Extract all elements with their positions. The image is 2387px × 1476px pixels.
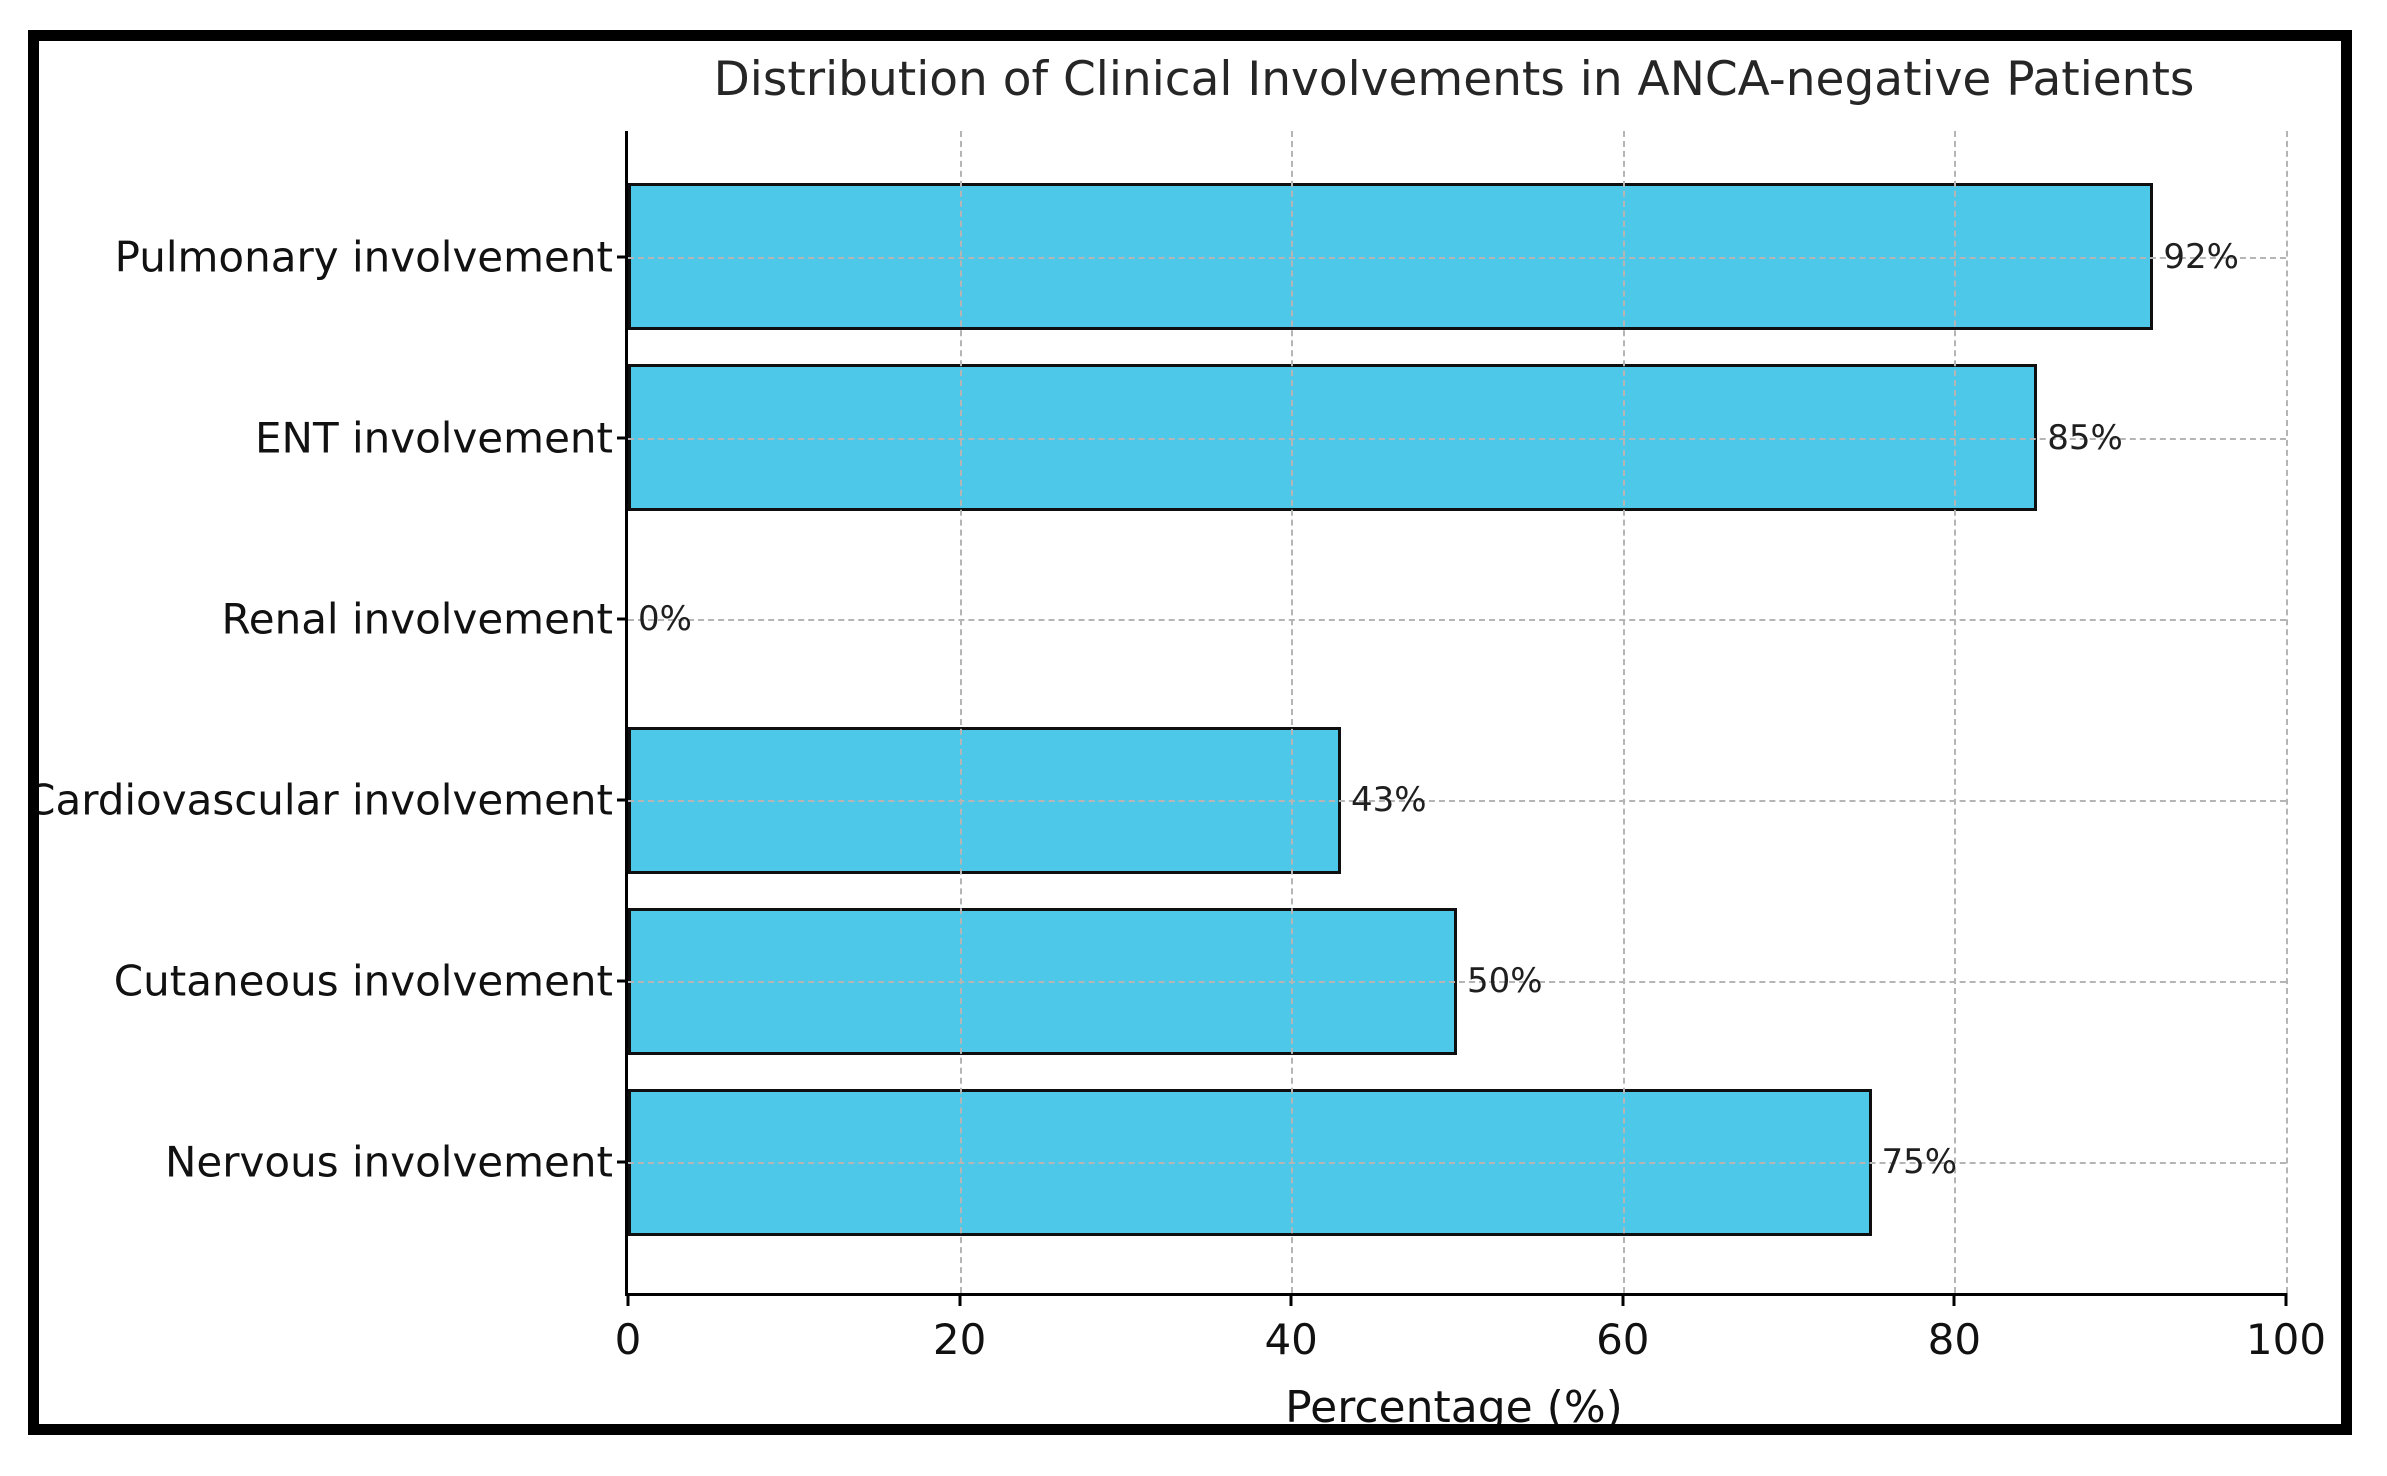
plot-area: 92% Pulmonary involvement 85% ENT involveme…	[26, 131, 2326, 1364]
y-tick-mark	[617, 798, 628, 802]
x-tick-mark-80	[1952, 1293, 1956, 1306]
category-label-ent-involvement: ENT involvement	[254, 413, 613, 463]
x-tick-mark-0	[626, 1293, 630, 1306]
category-label-cutaneous-involvement: Cutaneous involvement	[113, 956, 613, 1006]
y-tick-mark	[617, 1160, 628, 1164]
value-label-nervous-involvement: 75%	[1881, 1142, 1958, 1183]
bar-pulmonary-involvement	[628, 183, 2154, 331]
bar-row-cardiovascular-involvement: 43% Cardiovascular involvement	[26, 710, 2286, 891]
bar-cutaneous-involvement	[628, 907, 1457, 1055]
value-label-renal-involvement: 0%	[638, 598, 692, 639]
bar-cardiovascular-involvement	[628, 726, 1341, 874]
x-tick-label-40: 40	[1264, 1315, 1318, 1364]
x-tick-label-0: 0	[614, 1315, 642, 1364]
y-tick-mark	[617, 617, 628, 621]
value-label-ent-involvement: 85%	[2047, 417, 2123, 458]
category-label-cardiovascular-involvement: Cardiovascular involvement	[26, 775, 613, 825]
bar-nervous-involvement	[628, 1088, 1872, 1236]
horizontal-gridline	[628, 618, 2286, 621]
bar-row-ent-involvement: 85% ENT involvement	[255, 347, 2286, 528]
bar-row-cutaneous-involvement: 50% Cutaneous involvement	[114, 891, 2286, 1072]
x-tick-mark-100	[2284, 1293, 2288, 1306]
x-axis-label: Percentage (%)	[1285, 1382, 1623, 1433]
x-tick-label-20: 20	[932, 1315, 987, 1364]
category-label-nervous-involvement: Nervous involvement	[165, 1137, 613, 1187]
y-tick-mark	[617, 979, 628, 983]
bar-row-nervous-involvement: 75% Nervous involvement	[165, 1072, 2286, 1253]
vertical-gridline-100	[2286, 131, 2288, 1293]
bar-row-renal-involvement: 0% Renal involvement	[221, 528, 2286, 709]
category-label-renal-involvement: Renal involvement	[221, 594, 613, 644]
y-tick-mark	[617, 436, 628, 440]
y-tick-mark	[617, 255, 628, 259]
category-label-pulmonary-involvement: Pulmonary involvement	[114, 232, 613, 282]
x-tick-label-100: 100	[2245, 1315, 2327, 1364]
bar-ent-involvement	[628, 364, 2038, 512]
x-tick-label-60: 60	[1596, 1315, 1650, 1364]
value-label-pulmonary-involvement: 92%	[2163, 236, 2239, 277]
bar-row-pulmonary-involvement: 92% Pulmonary involvement	[115, 166, 2286, 347]
x-tick-mark-20	[958, 1293, 962, 1306]
value-label-cutaneous-involvement: 50%	[1467, 961, 1543, 1002]
x-tick-mark-60	[1621, 1293, 1625, 1306]
chart-title: Distribution of Clinical Involvements in…	[713, 52, 2195, 107]
x-tick-mark-40	[1289, 1293, 1293, 1306]
value-label-cardiovascular-involvement: 43%	[1350, 780, 1427, 821]
x-tick-label-80: 80	[1927, 1315, 1982, 1364]
